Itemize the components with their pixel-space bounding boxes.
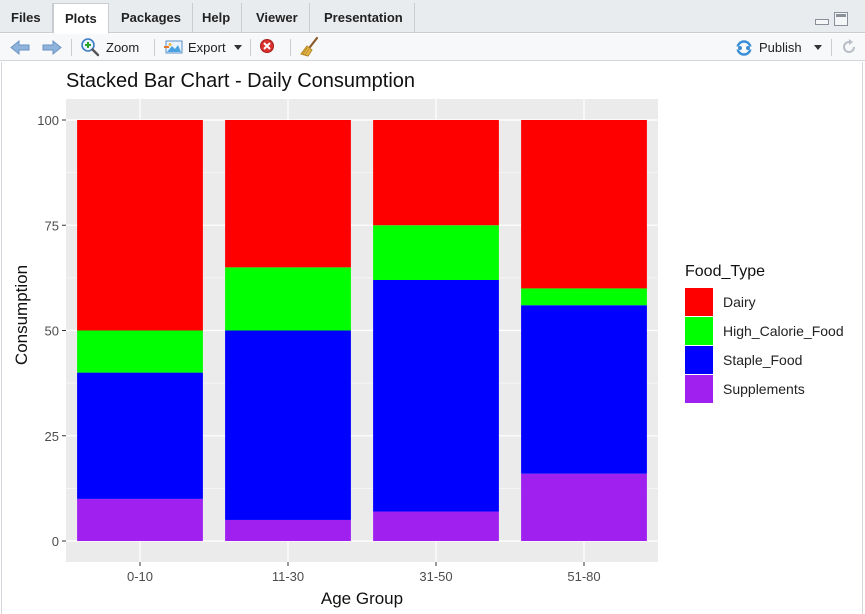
bar-segment-staple-food: [225, 330, 351, 520]
x-tick-label: 11-30: [272, 569, 304, 584]
broom-icon[interactable]: [299, 36, 321, 58]
bar-segment-staple-food: [521, 305, 647, 474]
toolbar-separator: [154, 39, 155, 56]
magnifier-icon[interactable]: [80, 37, 100, 57]
zoom-button[interactable]: Zoom: [106, 40, 140, 55]
y-tick-label: 100: [37, 113, 59, 128]
bar-segment-high-calorie-food: [225, 267, 351, 331]
bar-segment-supplements: [373, 511, 499, 541]
bar-segment-dairy: [521, 120, 647, 289]
legend-swatch: [685, 288, 713, 316]
x-tick-label: 51-80: [567, 569, 600, 584]
legend-title: Food_Type: [685, 263, 765, 280]
bar-segment-high-calorie-food: [77, 330, 203, 373]
bar-segment-supplements: [521, 473, 647, 541]
arrow-right-icon[interactable]: [41, 39, 63, 56]
bar-segment-supplements: [77, 498, 203, 541]
tab-help[interactable]: Help: [191, 3, 243, 33]
maximize-pane-icon[interactable]: [834, 12, 848, 26]
y-tick-label: 25: [45, 429, 59, 444]
legend: Food_Type Dairy High_Calorie_Food Staple_F…: [685, 263, 844, 403]
bar-segment-staple-food: [77, 372, 203, 499]
tab-packages[interactable]: Packages: [110, 3, 193, 33]
export-image-icon[interactable]: [163, 38, 185, 56]
tab-files[interactable]: Files: [0, 3, 53, 33]
chevron-down-icon[interactable]: [814, 45, 822, 50]
remove-plot-icon[interactable]: [259, 38, 275, 54]
pane-tab-bar: Files Plots Packages Help Viewer Present…: [0, 0, 865, 34]
bar-segment-dairy: [373, 120, 499, 226]
bar-segment-high-calorie-food: [373, 225, 499, 280]
y-tick-label: 50: [45, 324, 59, 339]
x-tick-label: 0-10: [127, 569, 153, 584]
y-axis-title: Consumption: [12, 265, 31, 365]
toolbar-separator: [831, 39, 832, 56]
chevron-down-icon[interactable]: [234, 45, 242, 50]
bar-segment-dairy: [225, 120, 351, 268]
axes: 0 25 50 75 100 0-10 11-30 31-50 51-80: [37, 113, 600, 584]
legend-swatch: [685, 346, 713, 374]
bar-segment-supplements: [225, 519, 351, 541]
publish-button[interactable]: Publish: [759, 40, 802, 55]
legend-label: Staple_Food: [723, 352, 802, 368]
legend-swatch: [685, 375, 713, 403]
x-axis-title: Age Group: [321, 589, 403, 608]
toolbar-separator: [290, 39, 291, 56]
legend-label: Dairy: [723, 294, 756, 310]
y-tick-label: 75: [45, 218, 59, 233]
plot-viewer: Stacked Bar Chart - Daily Consumption 0 2…: [1, 62, 863, 614]
legend-swatch: [685, 317, 713, 345]
tab-presentation[interactable]: Presentation: [313, 3, 415, 33]
stacked-bar-chart: Stacked Bar Chart - Daily Consumption 0 2…: [12, 70, 844, 608]
bar-segment-high-calorie-food: [521, 288, 647, 306]
bars: [77, 120, 647, 541]
legend-label: Supplements: [723, 381, 805, 397]
arrow-left-icon[interactable]: [9, 39, 31, 56]
tab-plots[interactable]: Plots: [53, 3, 109, 34]
plots-toolbar: Zoom Export Publish: [0, 34, 865, 61]
refresh-icon[interactable]: [840, 38, 858, 56]
export-button[interactable]: Export: [188, 40, 226, 55]
y-tick-label: 0: [52, 534, 59, 549]
toolbar-separator: [250, 39, 251, 56]
bar-segment-staple-food: [373, 279, 499, 512]
toolbar-separator: [71, 39, 72, 56]
legend-label: High_Calorie_Food: [723, 323, 844, 339]
bar-segment-dairy: [77, 120, 203, 331]
chart-title: Stacked Bar Chart - Daily Consumption: [66, 70, 415, 92]
tab-viewer[interactable]: Viewer: [245, 3, 310, 33]
minimize-pane-icon[interactable]: [815, 19, 829, 25]
x-tick-label: 31-50: [419, 569, 452, 584]
publish-icon[interactable]: [734, 40, 754, 56]
